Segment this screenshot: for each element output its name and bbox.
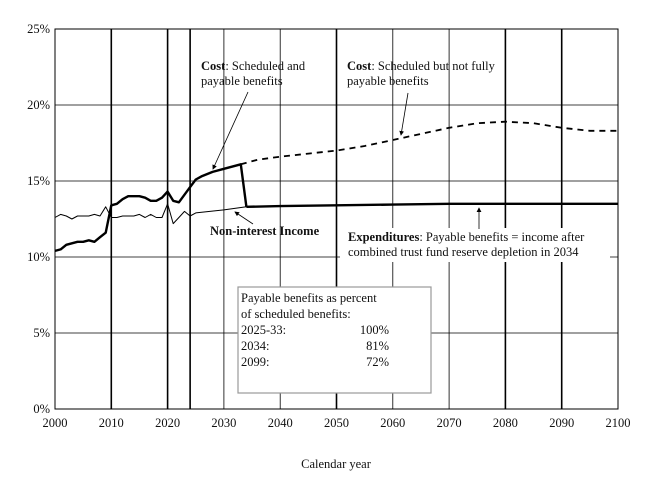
ann-bold: Cost (201, 59, 226, 73)
ann-bold: Cost (347, 59, 372, 73)
x-tick-label: 2010 (99, 416, 124, 430)
box-title-2: of scheduled benefits: (241, 307, 351, 321)
box-row-period: 2025-33: (241, 323, 286, 337)
x-tick-label: 2000 (43, 416, 68, 430)
box-row-value: 100% (360, 323, 389, 337)
x-tick-label: 2080 (493, 416, 518, 430)
y-tick-label: 15% (27, 174, 50, 188)
x-tick-label: 2030 (211, 416, 236, 430)
y-tick-label: 20% (27, 98, 50, 112)
tick-labels: 0% 5% 10% 15% 20% 25% 2000 2010 2020 2030 2040 2050… (27, 22, 630, 430)
expenditures-label-bg (340, 228, 610, 262)
y-tick-label: 0% (33, 402, 50, 416)
series-line-3 (54, 203, 247, 225)
y-tick-label: 5% (33, 326, 50, 340)
series-line-1 (240, 120, 618, 166)
x-tick-label: 2060 (380, 416, 405, 430)
x-axis-label: Calendar year (301, 457, 372, 471)
series-line-0 (54, 163, 248, 253)
payable-benefits-box (237, 286, 432, 394)
ann-rest: : Payable benefits = income after (419, 230, 585, 244)
series-layer (54, 120, 618, 253)
y-tick-label: 25% (27, 22, 50, 36)
arrow-cost-payable (212, 91, 249, 170)
ann-bold: Expenditures (348, 230, 419, 244)
annotation-expenditures-line2: combined trust fund reserve depletion in… (348, 245, 579, 259)
x-tick-label: 2100 (606, 416, 631, 430)
x-tick-label: 2070 (437, 416, 462, 430)
box-row-value: 72% (366, 355, 389, 369)
x-tick-label: 2090 (549, 416, 574, 430)
arrow-cost-unpayable (399, 92, 409, 136)
annotation-expenditures: Expenditures: Payable benefits = income … (348, 230, 585, 244)
annotation-cost-unpayable: Cost: Scheduled but not fully (347, 59, 496, 73)
x-tick-label: 2040 (268, 416, 293, 430)
box-row-period: 2099: (241, 355, 269, 369)
series-line-2 (246, 202, 618, 208)
arrow-income (234, 211, 254, 225)
annotation-income: Non-interest Income (210, 224, 320, 238)
ann-rest: : Scheduled and (225, 59, 306, 73)
y-tick-label: 10% (27, 250, 50, 264)
x-tick-label: 2050 (324, 416, 349, 430)
annotation-cost-payable: Cost: Scheduled and (201, 59, 306, 73)
box-title-1: Payable benefits as percent (241, 291, 377, 305)
ann-rest: : Scheduled but not fully (371, 59, 495, 73)
box-row-value: 81% (366, 339, 389, 353)
x-tick-label: 2020 (155, 416, 180, 430)
annotation-cost-unpayable-line2: payable benefits (347, 74, 429, 88)
box-row-period: 2034: (241, 339, 269, 353)
plot-frame (54, 28, 619, 410)
annotation-cost-payable-line2: payable benefits (201, 74, 283, 88)
